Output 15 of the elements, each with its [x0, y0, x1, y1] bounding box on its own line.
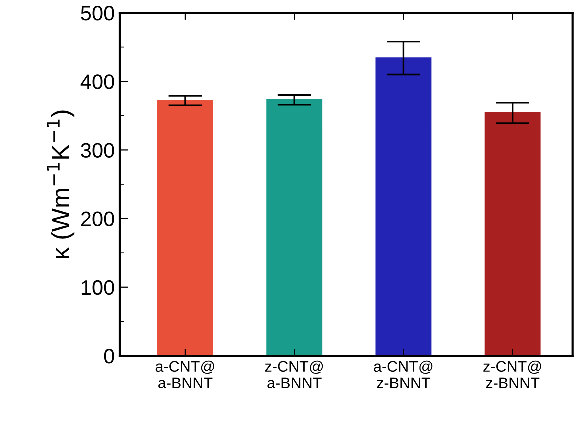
x-tick-label: z-CNT@ a-BNNT	[265, 360, 324, 389]
bar	[266, 99, 323, 356]
y-tick-label: 500	[81, 6, 114, 21]
bar	[157, 100, 214, 356]
bar	[484, 112, 541, 356]
x-tick-label: a-CNT@ z-BNNT	[374, 360, 433, 388]
x-tick-label: a-CNT@ a-BNNT	[156, 360, 214, 389]
y-tick-label: 400	[80, 74, 114, 90]
x-tick-label: z-CNT@ z-BNNT	[484, 360, 542, 388]
y-tick-label: 0	[104, 349, 114, 364]
bar	[376, 58, 432, 356]
y-axis-title: κ (Wm$^{−1}$K$^{−1}$)	[47, 110, 75, 258]
y-tick-label: 300	[81, 143, 114, 158]
y-tick-label: 100	[82, 280, 114, 296]
y-tick-label: 200	[81, 212, 114, 227]
